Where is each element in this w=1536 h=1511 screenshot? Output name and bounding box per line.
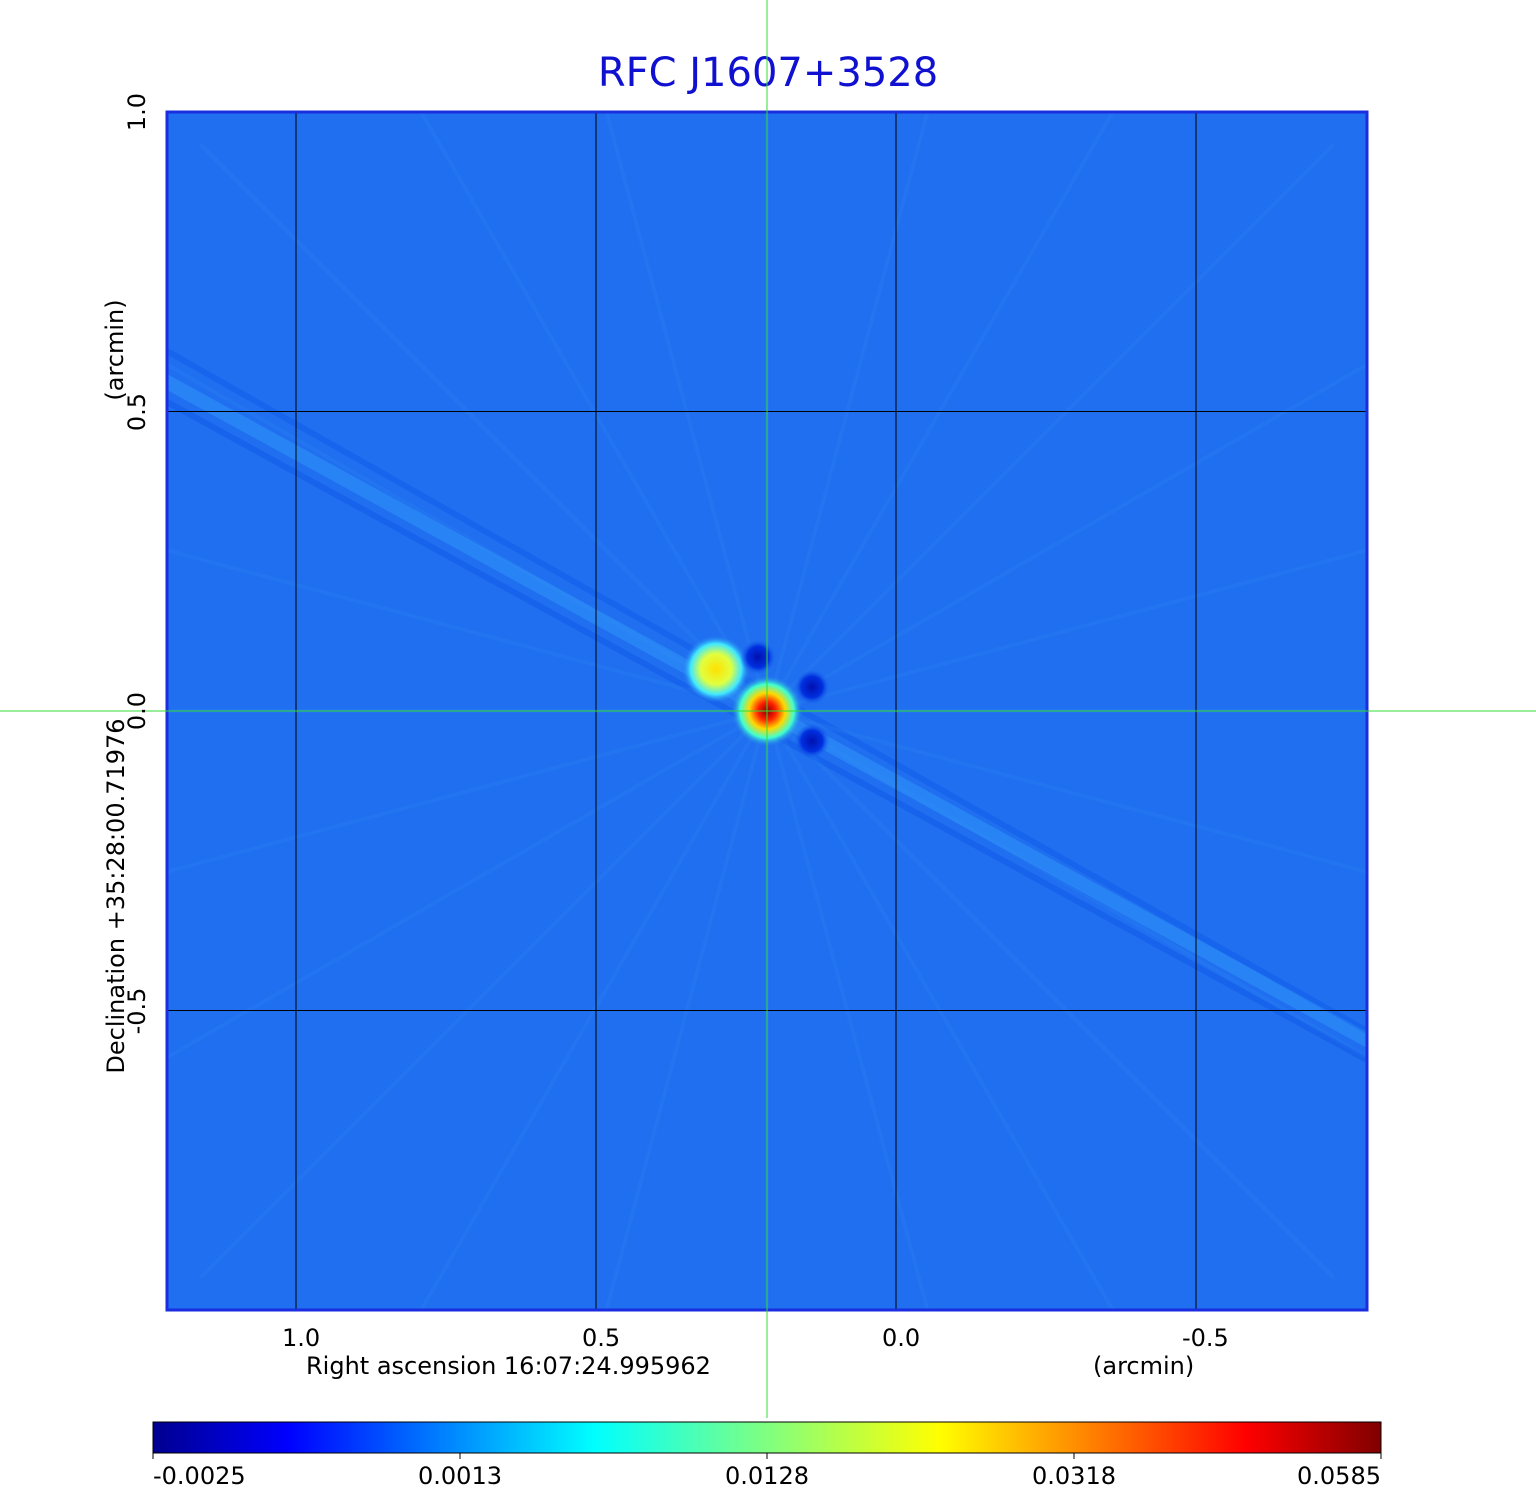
secondary-source [682,635,750,704]
colorbar [152,1421,1382,1454]
y-tick-label: -0.5 [123,987,151,1034]
x-tick-label: -0.5 [1182,1324,1229,1352]
x-axis-label: Right ascension 16:07:24.995962 [306,1352,711,1380]
y-tick-label: 0.0 [123,691,151,731]
y-tick-label: 1.0 [123,92,151,132]
negative-feature [740,639,776,676]
colorbar-tick-label: -0.0025 [153,1462,246,1490]
colorbar-tick-label: 0.0013 [418,1462,502,1490]
x-tick-label: 0.5 [582,1324,621,1352]
x-axis-unit: (arcmin) [1093,1352,1195,1380]
colorbar-tick-label: 0.0585 [1297,1462,1381,1490]
colorbar-tick-label: 0.0318 [1032,1462,1116,1490]
chart-title: RFC J1607+3528 [597,50,939,96]
x-tick-label: 0.0 [882,1324,921,1352]
negative-feature [794,722,830,759]
y-tick-label: 0.5 [123,392,151,431]
x-tick-label: 1.0 [282,1324,321,1352]
colorbar-tick-label: 0.0128 [725,1462,809,1490]
negative-feature [794,669,830,706]
